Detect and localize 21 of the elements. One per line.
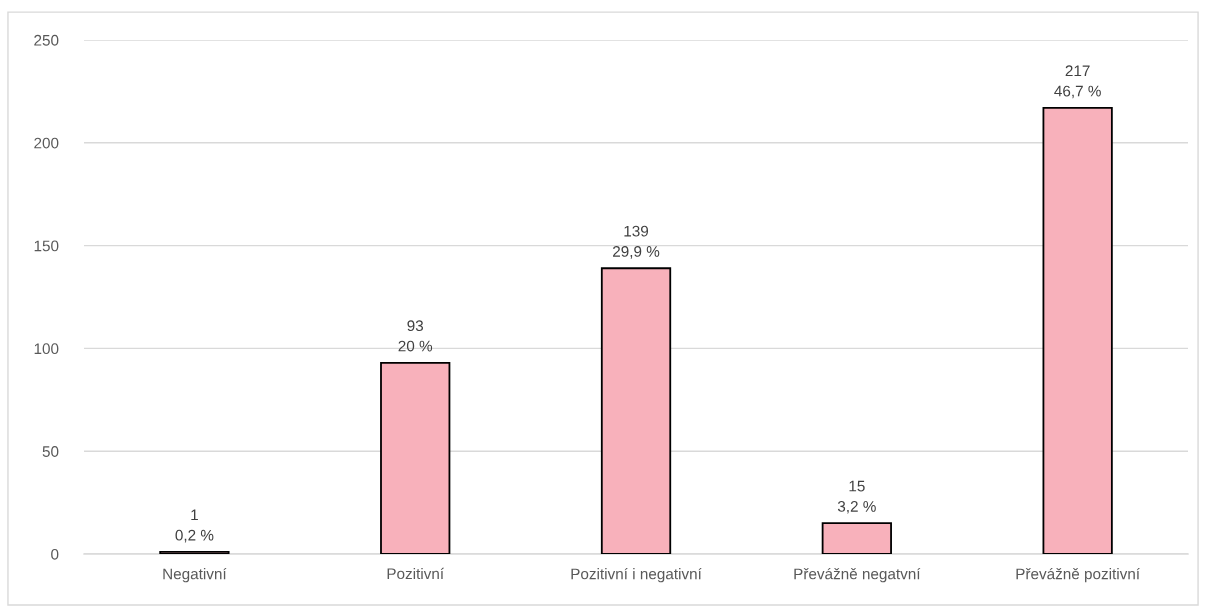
x-tick-label: Převážně pozitivní [1016, 567, 1140, 583]
bar [821, 522, 892, 555]
data-label: 217 46,7 % [1054, 65, 1101, 99]
bar [159, 551, 230, 555]
bar [600, 267, 672, 555]
y-tick-label: 250 [34, 34, 59, 46]
x-tick-label: Negativní [163, 567, 227, 583]
data-label: 139 29,9 % [613, 225, 660, 259]
bar [380, 361, 451, 555]
y-tick-label: 200 [34, 137, 59, 149]
x-tick-label: Pozitivní [387, 567, 445, 580]
y-tick-label: 0 [51, 548, 59, 560]
data-label: 93 20 % [398, 320, 433, 352]
y-tick-label: 100 [34, 343, 59, 355]
data-label: 15 3,2 % [837, 480, 876, 514]
x-tick-label: Pozitivní i negativní [571, 567, 702, 583]
y-tick-label: 150 [34, 240, 59, 252]
data-label: 1 0,2 % [175, 509, 214, 543]
bar [1042, 106, 1113, 555]
x-tick-label: Převážně negatvní [794, 567, 921, 583]
y-tick-label: 50 [42, 446, 59, 457]
